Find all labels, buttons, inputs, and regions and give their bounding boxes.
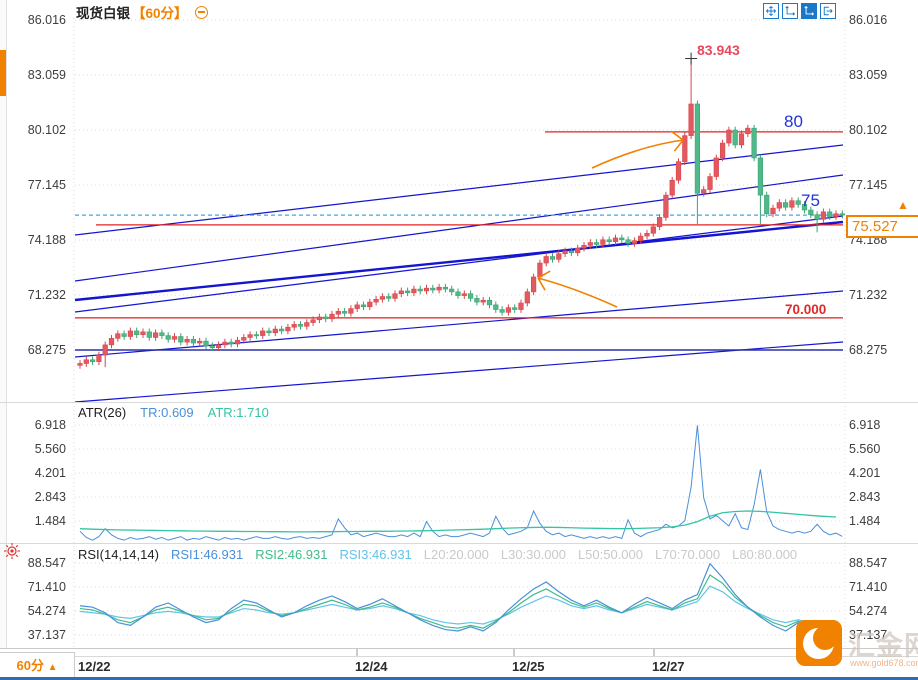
rsi-axis-label: 71.410: [849, 579, 888, 594]
rsi2-value: RSI2:46.931: [255, 547, 328, 562]
rsi-header: RSI(14,14,14) RSI1:46.931 RSI2:46.931 RSI3:…: [78, 547, 797, 562]
rsi-name: RSI(14,14,14): [78, 547, 159, 562]
price-axis-label: 71.232: [27, 287, 66, 302]
price-axis-label: 80.102: [849, 122, 888, 137]
rsi-axis-label: 37.137: [27, 628, 66, 642]
atr-axis-label: 1.484: [849, 514, 881, 528]
timeframe-arrow-icon: ▲: [47, 662, 58, 673]
price-axis-label: 83.059: [849, 67, 888, 82]
rsi-level-50: L50:50.000: [577, 547, 644, 562]
rsi-axis-label: 37.137: [849, 628, 888, 642]
chart-toolbar: [763, 3, 836, 19]
session-high-label: 83.943: [697, 42, 740, 58]
atr-axis-label: 6.918: [34, 417, 66, 432]
axis-scale-icon[interactable]: [782, 3, 798, 19]
bottom-accent-bar: [0, 677, 918, 680]
atr-header: ATR(26) TR:0.609 ATR:1.710: [78, 405, 269, 420]
rsi-level-80: L80:80.000: [732, 547, 798, 562]
exit-chart-icon[interactable]: [820, 3, 836, 19]
date-axis-label: 12/27: [652, 659, 685, 674]
rsi3-value: RSI3:46.931: [339, 547, 412, 562]
level-70-label: 70.000: [785, 302, 827, 317]
symbol-name: 现货白银: [76, 6, 130, 21]
level-75-label: 75: [801, 191, 820, 210]
current-price-badge: 75.527: [846, 215, 918, 238]
atr-name: ATR(26): [78, 405, 127, 420]
atr-axis-label: 2.843: [34, 489, 66, 504]
axis-scale-active-icon[interactable]: [801, 3, 817, 19]
rsi1-value: RSI1:46.931: [170, 547, 244, 562]
date-axis-label: 12/22: [78, 659, 111, 674]
atr-axis-label: 4.201: [34, 465, 66, 480]
timeframe-label: 【60分】: [132, 6, 188, 21]
price-axis-label: 86.016: [27, 12, 66, 27]
brand-name: 汇金网: [848, 631, 918, 661]
timeframe-value: 60分: [16, 658, 44, 673]
symbol-title: 现货白银 【60分】: [76, 2, 209, 22]
crosshair-move-icon[interactable]: [763, 3, 779, 19]
sidebar-tab-handle[interactable]: [0, 50, 6, 96]
panel-separator: [0, 543, 918, 544]
rsi-level-70: L70:70.000: [655, 547, 721, 562]
price-axis-label: 68.275: [27, 342, 66, 357]
rsi-axis-label: 54.274: [27, 603, 66, 618]
atr-value: ATR:1.710: [207, 405, 269, 420]
atr-axis-label: 5.560: [34, 441, 66, 456]
price-axis-label: 74.188: [27, 233, 66, 247]
rsi-level-30: L30:30.000: [500, 547, 566, 562]
atr-axis-label: 6.918: [849, 417, 881, 432]
left-rail: [0, 0, 7, 648]
rsi-axis-label: 54.274: [849, 603, 888, 618]
price-axis-label: 83.059: [27, 67, 66, 82]
price-axis-label: 86.016: [849, 12, 888, 27]
brand-logo-icon: [796, 620, 842, 666]
tr-value: TR:0.609: [140, 405, 194, 420]
atr-axis-label: 4.201: [849, 465, 881, 480]
date-axis-label: 12/25: [512, 659, 545, 674]
rsi-axis-label: 88.547: [27, 555, 66, 570]
axis-separator: [75, 656, 918, 657]
price-up-arrow-icon: ▲: [897, 198, 909, 212]
brand-url: www.gold678.com: [850, 658, 918, 668]
price-axis-label: 77.145: [849, 177, 888, 192]
level-80-label: 80: [784, 112, 803, 131]
atr-axis-label: 1.484: [34, 514, 66, 528]
watermark: 汇金网 www.gold678.com: [796, 620, 918, 672]
minus-circle-icon[interactable]: [195, 6, 209, 19]
panel-separator: [0, 648, 918, 649]
price-axis-label: 68.275: [849, 342, 888, 357]
rsi-axis-label: 88.547: [849, 555, 888, 570]
price-axis-label: 80.102: [27, 122, 66, 137]
atr-axis-label: 2.843: [849, 489, 881, 504]
price-axis-label: 71.232: [849, 287, 888, 302]
indicator-settings-sun-icon[interactable]: [2, 541, 22, 561]
atr-axis-label: 5.560: [849, 441, 881, 456]
rsi-axis-label: 71.410: [27, 579, 66, 594]
panel-separator: [0, 402, 918, 403]
rsi-level-20: L20:20.000: [423, 547, 489, 562]
timeframe-selector[interactable]: 60分 ▲: [0, 652, 75, 679]
date-axis-label: 12/24: [355, 659, 388, 674]
price-axis-label: 77.145: [27, 177, 66, 192]
